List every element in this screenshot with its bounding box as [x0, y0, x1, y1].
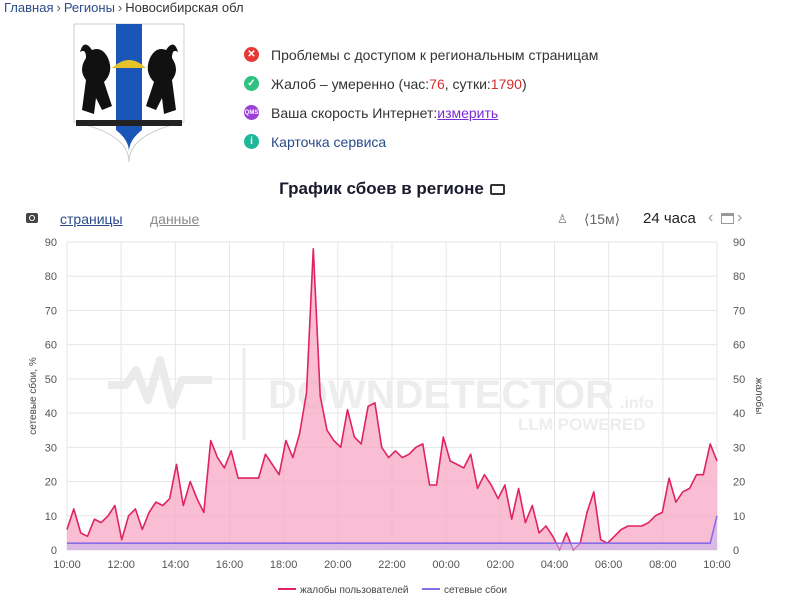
y-tick-label-left: 80 — [45, 271, 57, 283]
range-selector[interactable]: 24 часа — [643, 210, 696, 227]
chart-toolbar: страницы данные ♙ ⟨15м⟩ 24 часа ‹ › — [0, 209, 800, 231]
x-tick-label: 00:00 — [432, 559, 460, 571]
watermark: DOWNDETECTOR .info LLM POWERED — [108, 348, 654, 440]
chart-axes: 0 0 10 10 20 20 30 30 40 40 50 50 60 60 70 70 80 80 90 90 10… — [27, 237, 765, 571]
y-tick-label-right: 20 — [733, 477, 745, 489]
chart-title: График сбоев в регионе — [279, 179, 484, 198]
y-tick-label-left: 40 — [45, 408, 57, 420]
breadcrumb-regions[interactable]: Регионы — [63, 0, 115, 15]
y-tick-label-right: 90 — [733, 237, 745, 249]
breadcrumb: Главная › Регионы › Новосибирская обл — [4, 0, 244, 15]
legend-label: сетевые сбои — [444, 584, 507, 596]
service-card-link[interactable]: Карточка сервиса — [271, 133, 387, 150]
y-tick-label-right: 10 — [733, 511, 745, 523]
y-tick-label-right: 70 — [733, 305, 745, 317]
watermark-tag: LLM POWERED — [518, 415, 646, 434]
y-tick-label-left: 10 — [45, 511, 57, 523]
x-tick-label: 14:00 — [162, 559, 190, 571]
chart-series — [66, 248, 718, 551]
y-axis-label-left: сетевые сбои, % — [27, 357, 39, 435]
interval-selector[interactable]: ⟨15м⟩ — [584, 211, 621, 227]
x-tick-label: 20:00 — [324, 559, 352, 571]
next-arrow-icon[interactable]: › — [737, 209, 743, 226]
series-line-outages — [67, 515, 718, 544]
breadcrumb-separator: › — [56, 0, 61, 15]
monitor-icon — [489, 184, 505, 195]
watermark-text: DOWNDETECTOR — [268, 373, 614, 417]
y-tick-label-left: 90 — [45, 237, 57, 249]
y-tick-label-right: 40 — [733, 408, 745, 420]
x-tick-label: 18:00 — [270, 559, 298, 571]
user-icon[interactable]: ♙ — [557, 212, 568, 226]
coat-of-arms-icon — [73, 23, 185, 162]
service-row: i Карточка сервиса — [244, 127, 598, 156]
x-tick-label: 02:00 — [487, 559, 515, 571]
x-tick-label: 10:00 — [703, 559, 731, 571]
tab-pages[interactable]: страницы — [60, 211, 123, 227]
y-tick-label-right: 80 — [733, 271, 745, 283]
y-tick-label-left: 30 — [45, 442, 57, 454]
series-area-outages — [67, 515, 717, 550]
y-tick-label-left: 20 — [45, 477, 57, 489]
calendar-icon[interactable] — [721, 213, 734, 224]
problems-text: Проблемы с доступом к региональным стран… — [271, 46, 599, 63]
outage-chart: DOWNDETECTOR .info LLM POWERED 0 0 10 10 20 2… — [27, 237, 765, 596]
y-tick-label-right: 30 — [733, 442, 745, 454]
problems-row: ✕ Проблемы с доступом к региональным стр… — [244, 40, 598, 69]
error-icon: ✕ — [244, 47, 259, 62]
complaints-suffix: ) — [521, 75, 527, 92]
y-tick-label-left: 70 — [45, 305, 57, 317]
complaints-prefix: Жалоб – умеренно (час: — [271, 75, 430, 92]
y-tick-label-left: 50 — [45, 374, 57, 386]
x-tick-label: 22:00 — [378, 559, 406, 571]
x-tick-label: 10:00 — [53, 559, 81, 571]
y-tick-label-right: 50 — [733, 374, 745, 386]
qms-icon: QMS — [244, 105, 259, 120]
info-icon: i — [244, 134, 259, 149]
complaints-row: ✓ Жалоб – умеренно (час: 76, сутки: 1790… — [244, 69, 598, 98]
speed-measure-link[interactable]: измерить — [437, 104, 499, 121]
series-area-complaints — [67, 248, 717, 551]
camera-icon[interactable] — [26, 213, 38, 223]
legend-label: жалобы пользователей — [300, 584, 409, 596]
complaints-hour: 76 — [429, 75, 445, 92]
breadcrumb-home[interactable]: Главная — [4, 0, 54, 15]
status-panel: ✕ Проблемы с доступом к региональным стр… — [244, 40, 598, 156]
tab-data[interactable]: данные — [150, 211, 200, 227]
x-tick-label: 04:00 — [541, 559, 569, 571]
watermark-logo-icon — [108, 356, 212, 409]
y-tick-label-left: 0 — [51, 545, 57, 557]
x-tick-label: 16:00 — [216, 559, 244, 571]
breadcrumb-current: Новосибирская обл — [125, 0, 244, 15]
breadcrumb-separator: › — [117, 0, 123, 15]
watermark-sub: .info — [620, 395, 654, 412]
chart-title-wrap: График сбоев в регионе — [0, 179, 784, 199]
speed-row: QMS Ваша скорость Интернет: измерить — [244, 98, 598, 127]
prev-arrow-icon[interactable]: ‹ — [708, 209, 714, 226]
complaints-day: 1790 — [490, 75, 522, 92]
x-tick-label: 06:00 — [595, 559, 623, 571]
speed-text: Ваша скорость Интернет: — [271, 104, 438, 121]
x-tick-label: 12:00 — [107, 559, 135, 571]
y-axis-label-right: жалобы — [753, 378, 765, 415]
series-line-complaints — [66, 248, 718, 551]
complaints-mid: , сутки: — [444, 75, 491, 92]
chart-legend: жалобы пользователей сетевые сбои — [278, 584, 507, 596]
check-icon: ✓ — [244, 76, 259, 91]
x-tick-label: 08:00 — [649, 559, 677, 571]
y-tick-label-right: 0 — [733, 545, 739, 557]
y-tick-label-right: 60 — [733, 340, 745, 352]
y-tick-label-left: 60 — [45, 340, 57, 352]
